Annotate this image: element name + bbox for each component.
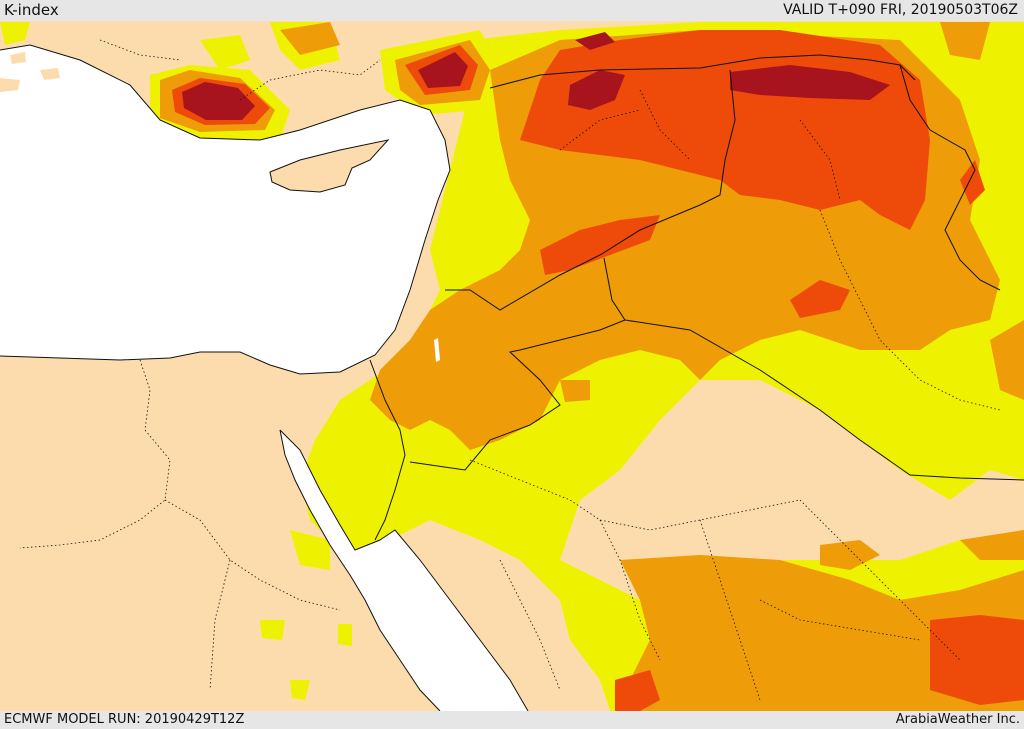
credit: ArabiaWeather Inc. bbox=[895, 712, 1020, 727]
coastlines bbox=[0, 44, 529, 711]
k-index-level-4 bbox=[182, 32, 890, 120]
map-svg bbox=[0, 21, 1024, 711]
footer-bar: ECMWF MODEL RUN: 20190429T12Z ArabiaWeat… bbox=[0, 711, 1024, 729]
map-canvas[interactable] bbox=[0, 21, 1024, 711]
aegean-islands bbox=[0, 52, 60, 92]
national-borders bbox=[369, 54, 1024, 541]
map-title: K-index bbox=[4, 1, 59, 19]
cyprus-island bbox=[270, 140, 388, 192]
water-bodies bbox=[0, 45, 528, 711]
header-bar: K-index VALID T+090 FRI, 20190503T06Z bbox=[0, 0, 1024, 21]
valid-time: VALID T+090 FRI, 20190503T06Z bbox=[783, 2, 1018, 18]
province-boundaries bbox=[19, 39, 1001, 701]
model-run: ECMWF MODEL RUN: 20190429T12Z bbox=[4, 712, 245, 727]
